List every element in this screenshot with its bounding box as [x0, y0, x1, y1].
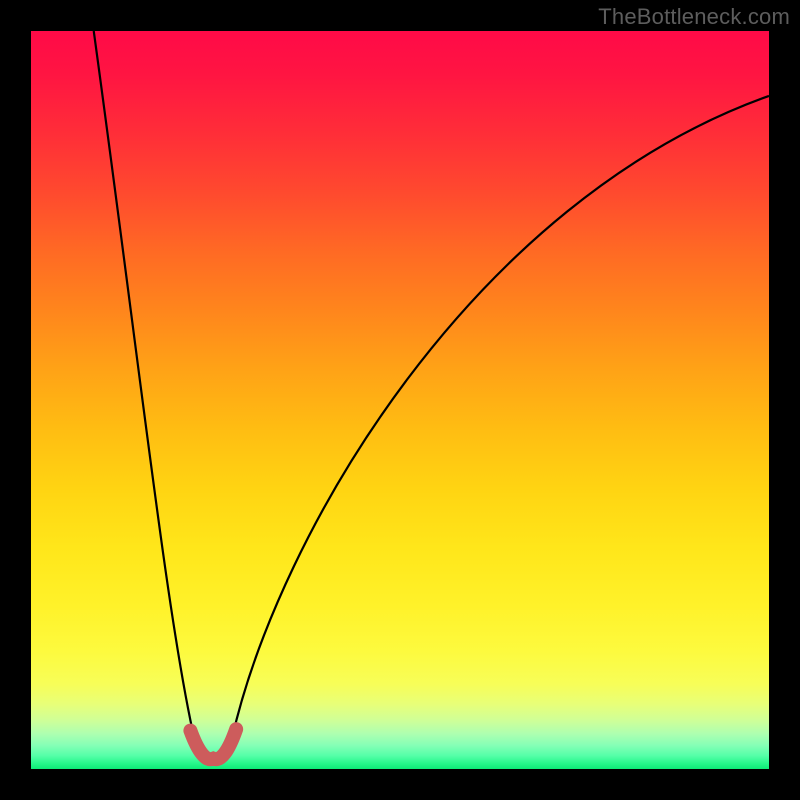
chart-container: TheBottleneck.com	[0, 0, 800, 800]
plot-area	[31, 31, 769, 769]
watermark-label: TheBottleneck.com	[598, 4, 790, 30]
bottleneck-curve	[31, 31, 769, 769]
